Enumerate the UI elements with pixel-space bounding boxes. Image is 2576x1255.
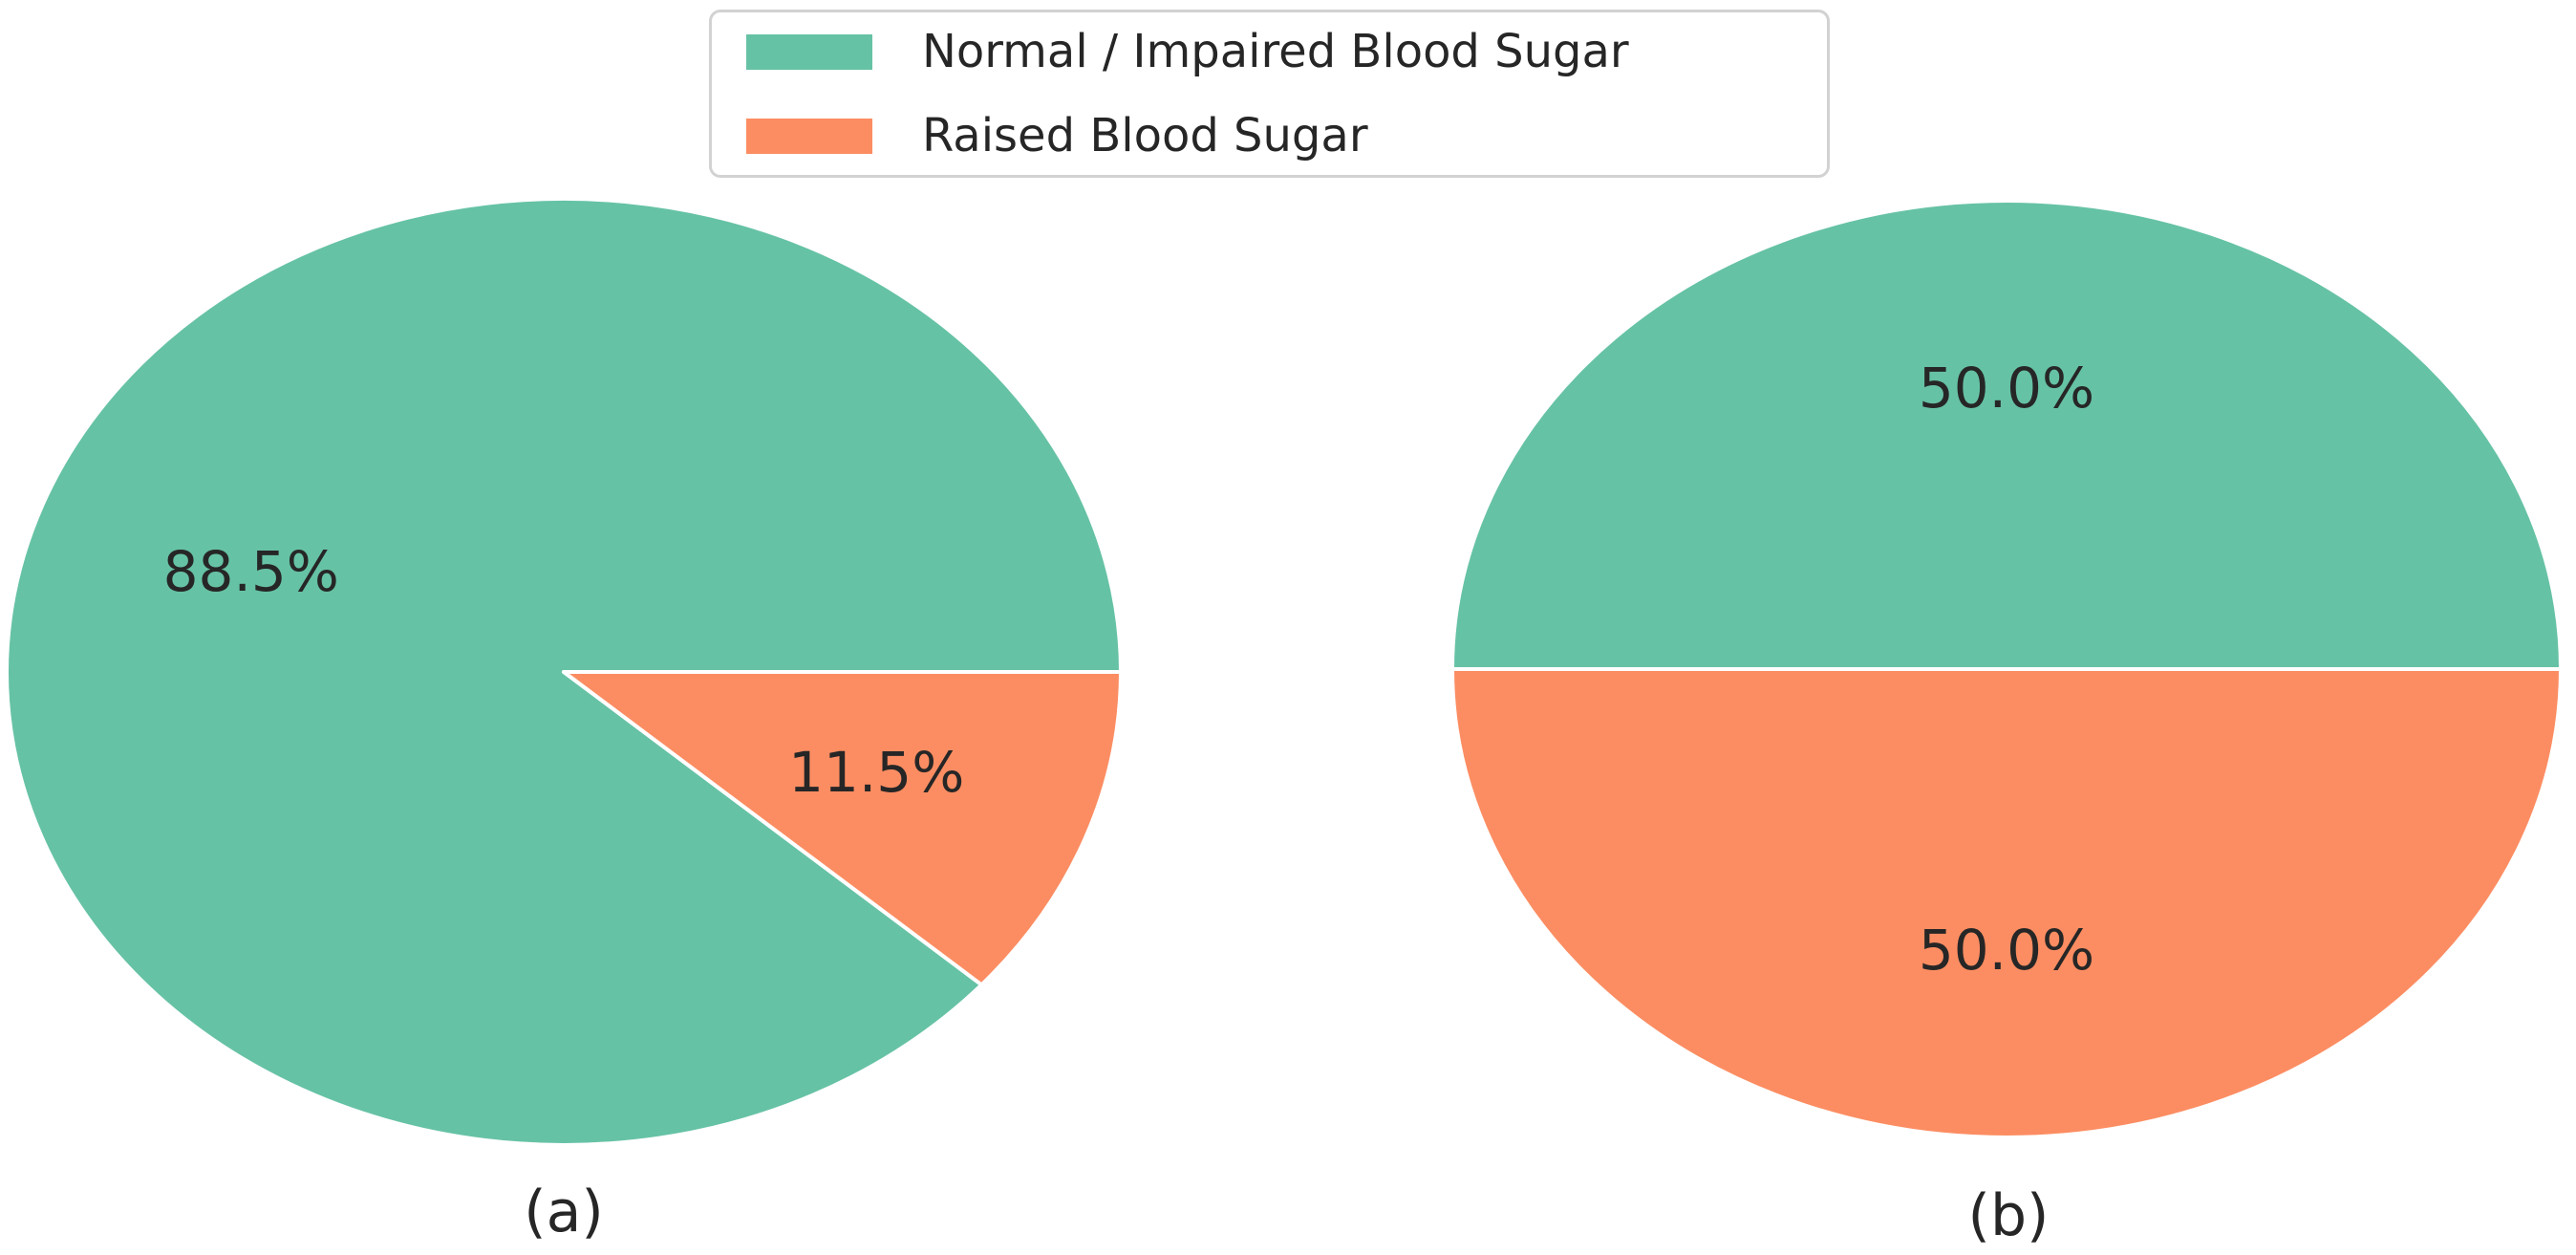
pie-a-pct-label-0: 88.5% [163, 539, 339, 604]
pie-a-slice-1 [562, 670, 1123, 987]
legend-label-raised: Raised Blood Sugar [922, 109, 1368, 162]
pie-b-slice-0 [1450, 199, 2563, 671]
legend-swatch-raised [746, 118, 872, 154]
pie-a-pct-label-1: 11.5% [788, 740, 964, 805]
pie-b-slice-1 [1450, 667, 2563, 1139]
legend-label-normal-impaired: Normal / Impaired Blood Sugar [922, 25, 1629, 78]
pie-b-pct-label-1: 50.0% [1919, 918, 2094, 983]
legend-item-normal-impaired: Normal / Impaired Blood Sugar [746, 29, 1827, 75]
legend-item-raised: Raised Blood Sugar [746, 113, 1827, 159]
legend-swatch-normal-impaired [746, 33, 872, 70]
legend: Normal / Impaired Blood Sugar Raised Blo… [709, 10, 1830, 178]
caption-pie-a: (a) [524, 1179, 604, 1245]
pie-b-pct-label-0: 50.0% [1919, 356, 2094, 421]
caption-pie-b: (b) [1967, 1182, 2050, 1249]
